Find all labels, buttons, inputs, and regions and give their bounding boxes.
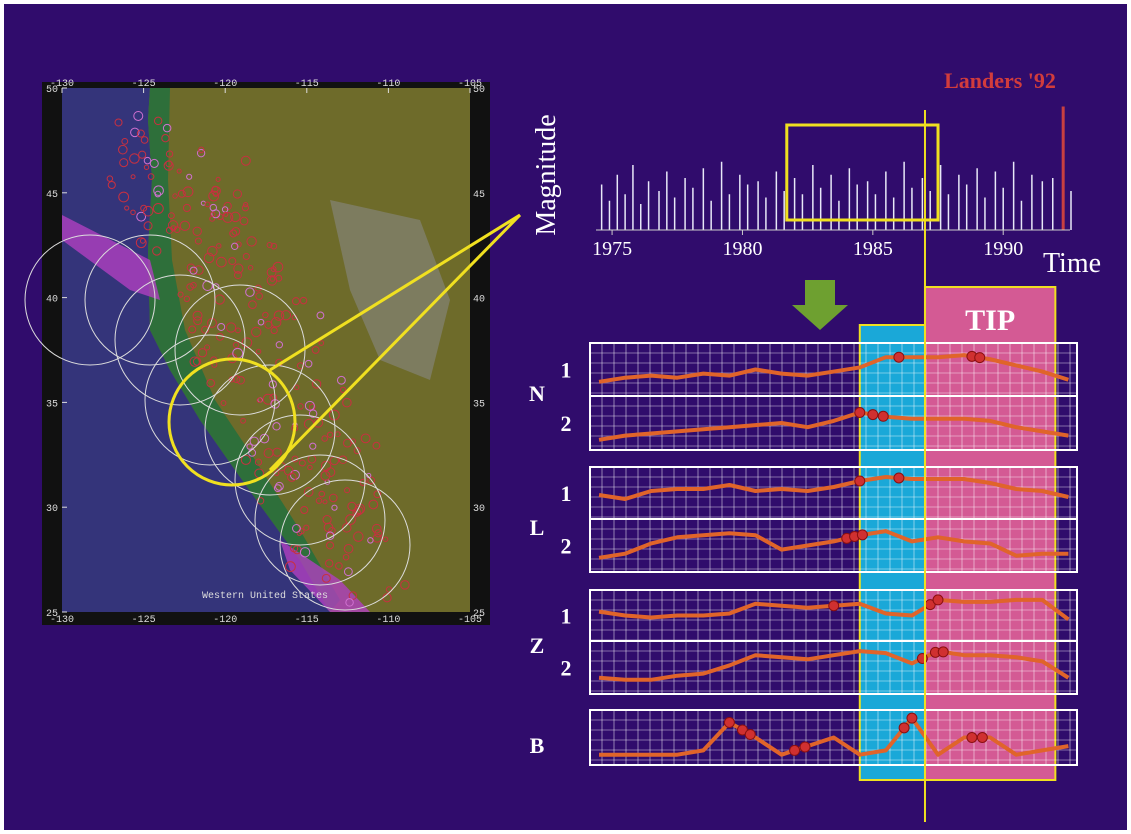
map-y-tick-label: 45: [473, 190, 485, 201]
alarm-dot: [745, 729, 755, 739]
map: Western United States -130-130-125-125-1…: [25, 79, 490, 626]
map-y-tick-label: 25: [46, 609, 58, 620]
x-tick-label: 1990: [983, 238, 1023, 260]
x-tick-label: 1975: [592, 238, 632, 260]
map-x-tick-label: -125: [132, 615, 156, 626]
map-y-tick-label: 25: [473, 609, 485, 620]
annotation: Landers '92: [944, 68, 1056, 93]
map-y-tick-label: 45: [46, 190, 58, 201]
map-caption: Western United States: [202, 590, 328, 602]
series-label: 2: [561, 534, 572, 559]
alarm-dot: [855, 476, 865, 486]
x-axis-label: Time: [1043, 248, 1101, 279]
series-label: 1: [561, 604, 572, 629]
alarm-dot: [878, 411, 888, 421]
alarm-dot: [724, 717, 734, 727]
x-tick-label: 1980: [722, 238, 762, 260]
alarm-dot: [977, 733, 987, 743]
tip-label: TIP: [965, 304, 1015, 337]
series-label: 2: [561, 656, 572, 681]
alarm-dot: [829, 601, 839, 611]
map-x-tick-label: -120: [213, 615, 237, 626]
group-label: B: [530, 733, 545, 758]
series-label: 2: [561, 411, 572, 436]
alarm-dot: [894, 352, 904, 362]
y-axis-label: Magnitude: [531, 114, 562, 235]
map-y-tick-label: 50: [473, 85, 485, 96]
alarm-dot: [790, 745, 800, 755]
alarm-dot: [800, 742, 810, 752]
map-y-tick-label: 50: [46, 85, 58, 96]
alarm-dot: [975, 353, 985, 363]
map-x-tick-label: -115: [295, 615, 319, 626]
alarm-dot: [907, 713, 917, 723]
group-label: L: [530, 515, 545, 540]
x-tick-label: 1985: [853, 238, 893, 260]
slide: Western United States -130-130-125-125-1…: [0, 0, 1131, 834]
group-label: N: [529, 381, 545, 406]
map-y-tick-label: 30: [473, 504, 485, 515]
series-label: 1: [561, 358, 572, 383]
alarm-dot: [868, 410, 878, 420]
group-label: Z: [530, 633, 545, 658]
alarm-dot: [857, 530, 867, 540]
alarm-dot: [894, 473, 904, 483]
map-y-tick-label: 40: [46, 295, 58, 306]
map-y-tick-label: 40: [473, 295, 485, 306]
alarm-dot: [933, 595, 943, 605]
alarm-dot: [938, 647, 948, 657]
map-y-tick-label: 35: [473, 399, 485, 410]
map-y-tick-label: 35: [46, 399, 58, 410]
alarm-dot: [967, 733, 977, 743]
map-y-tick-label: 30: [46, 504, 58, 515]
alarm-dot: [855, 408, 865, 418]
map-x-tick-label: -110: [376, 615, 400, 626]
series-label: 1: [561, 481, 572, 506]
alarm-dot: [899, 723, 909, 733]
